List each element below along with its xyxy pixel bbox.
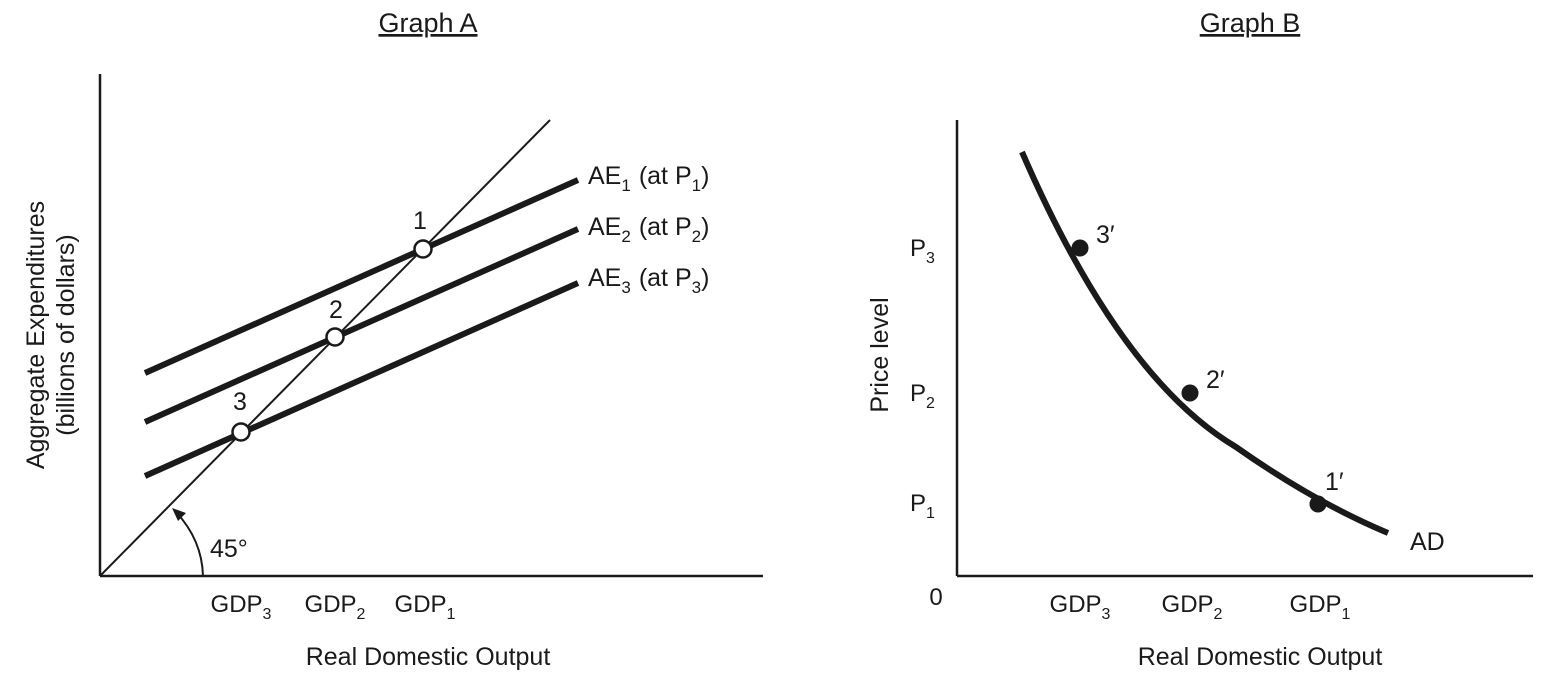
ad-curve-label: AD <box>1410 528 1445 556</box>
angle-arrow-icon <box>172 508 186 521</box>
graph-b-y-tick-p3: P3 <box>910 235 935 267</box>
ad-point-3-prime <box>1071 239 1089 257</box>
graph-b-y-tick-p1: P1 <box>910 490 935 522</box>
ae3-line <box>143 280 580 479</box>
point-1-label: 1 <box>413 207 427 235</box>
ad-point-1-prime-label: 1′ <box>1325 468 1344 496</box>
graph-b-x-label: Real Domestic Output <box>1138 643 1383 671</box>
graph-a-x-tick-gdp3: GDP3 <box>211 591 272 623</box>
angle-arc <box>175 511 204 577</box>
angle-label: 45° <box>210 535 248 563</box>
graph-a-x-tick-gdp2: GDP2 <box>305 591 366 623</box>
graph-a-y-label-line2: (billions of dollars) <box>52 234 80 435</box>
graph-a-x-tick-gdp1: GDP1 <box>395 591 456 623</box>
ad-point-1-prime <box>1309 495 1327 513</box>
equilibrium-point-3 <box>231 422 251 442</box>
point-3-label: 3 <box>233 388 247 416</box>
ad-point-2-prime <box>1181 384 1199 402</box>
graph-a-x-label: Real Domestic Output <box>306 643 551 671</box>
graph-a-y-label: Aggregate Expenditures (billions of doll… <box>22 201 80 469</box>
graph-b: Graph B 0 Price level P3 P2 P1 AD 3′ 2′ … <box>866 8 1533 671</box>
graph-b-y-tick-p2: P2 <box>910 380 935 412</box>
equilibrium-point-2 <box>325 327 345 347</box>
ad-point-2-prime-label: 2′ <box>1206 366 1225 394</box>
point-2-label: 2 <box>329 296 343 324</box>
graph-b-x-tick-gdp1: GDP1 <box>1290 591 1351 623</box>
graph-a-title: Graph A <box>378 8 477 38</box>
graph-b-x-tick-gdp2: GDP2 <box>1162 591 1223 623</box>
graph-b-origin: 0 <box>929 584 942 611</box>
ae1-line <box>143 177 580 376</box>
graph-a: Graph A Aggregate Expenditures (billions… <box>22 8 763 671</box>
graph-b-x-tick-gdp3: GDP3 <box>1050 591 1111 623</box>
ae1-label: AE1 (at P1) <box>588 162 709 195</box>
ad-point-3-prime-label: 3′ <box>1096 221 1115 249</box>
equilibrium-point-1 <box>413 239 433 259</box>
graph-b-title: Graph B <box>1200 8 1301 38</box>
ae2-label: AE2 (at P2) <box>588 213 709 246</box>
ad-curve <box>1019 150 1390 536</box>
ae2-line <box>143 226 580 425</box>
forty-five-degree-line <box>99 119 551 577</box>
graph-a-y-label-line1: Aggregate Expenditures <box>22 201 50 469</box>
ae3-label: AE3 (at P3) <box>588 264 709 297</box>
graph-b-y-label: Price level <box>866 297 894 412</box>
